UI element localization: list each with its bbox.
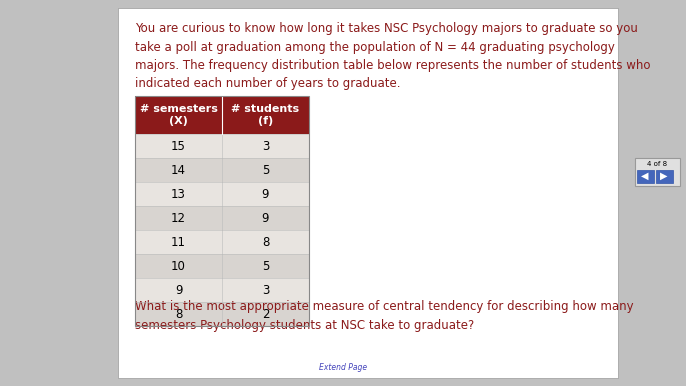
Bar: [135, 134, 309, 158]
Text: 8: 8: [175, 308, 182, 320]
Bar: [135, 158, 309, 182]
Bar: [135, 96, 309, 134]
Text: 9: 9: [262, 188, 269, 200]
Bar: [135, 278, 309, 302]
Text: 3: 3: [262, 139, 269, 152]
Text: 10: 10: [171, 259, 186, 273]
Text: Extend Page: Extend Page: [319, 364, 367, 372]
Text: 14: 14: [171, 164, 186, 176]
Text: You are curious to know how long it takes NSC Psychology majors to graduate so y: You are curious to know how long it take…: [135, 22, 650, 90]
Bar: [135, 206, 309, 230]
Bar: [656, 170, 673, 183]
Bar: [637, 170, 654, 183]
Bar: [135, 254, 309, 278]
Bar: [135, 182, 309, 206]
Text: ◀: ◀: [641, 171, 649, 181]
Bar: [635, 158, 680, 186]
Text: 5: 5: [262, 164, 269, 176]
Text: 13: 13: [171, 188, 186, 200]
Text: 2: 2: [262, 308, 269, 320]
Text: 4 of 8: 4 of 8: [648, 161, 667, 167]
Bar: [118, 8, 618, 378]
Bar: [135, 302, 309, 326]
Text: # students
(f): # students (f): [231, 104, 300, 126]
Bar: [135, 96, 309, 326]
Text: 3: 3: [262, 283, 269, 296]
Text: 9: 9: [175, 283, 182, 296]
Text: 15: 15: [171, 139, 186, 152]
Text: 9: 9: [262, 212, 269, 225]
Text: ▶: ▶: [660, 171, 667, 181]
Text: 12: 12: [171, 212, 186, 225]
Text: # semesters
(X): # semesters (X): [139, 104, 217, 126]
Text: 5: 5: [262, 259, 269, 273]
Text: 8: 8: [262, 235, 269, 249]
Text: 11: 11: [171, 235, 186, 249]
Bar: [135, 230, 309, 254]
Text: What is the most appropriate measure of central tendency for describing how many: What is the most appropriate measure of …: [135, 300, 634, 332]
